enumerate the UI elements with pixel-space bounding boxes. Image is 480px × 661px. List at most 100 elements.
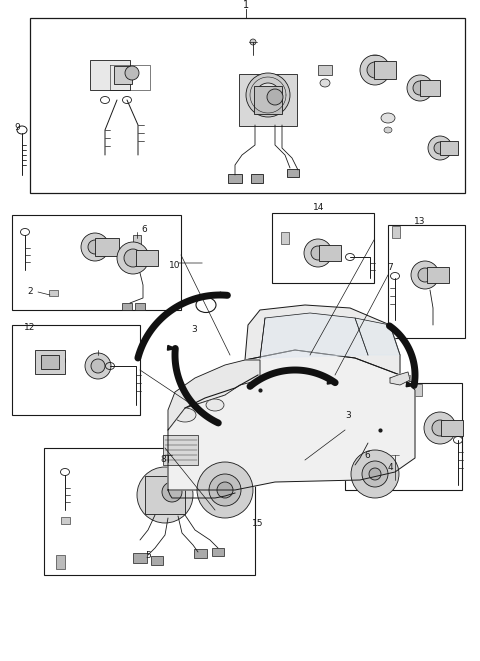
Circle shape (304, 239, 332, 267)
Bar (251, 173, 263, 182)
Text: 14: 14 (313, 204, 324, 212)
Text: 12: 12 (24, 323, 36, 332)
Circle shape (81, 233, 109, 261)
Bar (374, 61, 396, 79)
Text: 7: 7 (387, 264, 393, 272)
Bar (48, 290, 58, 296)
Circle shape (362, 461, 388, 487)
Bar (281, 232, 289, 244)
Circle shape (250, 39, 256, 45)
Bar (12, 215, 181, 310)
Bar (272, 213, 374, 283)
Circle shape (351, 450, 399, 498)
Text: 1: 1 (243, 0, 249, 10)
Polygon shape (260, 313, 368, 358)
Ellipse shape (384, 127, 392, 133)
Bar (347, 464, 357, 472)
Bar (193, 549, 206, 557)
Text: 11: 11 (407, 375, 419, 385)
Bar (56, 555, 64, 569)
Circle shape (137, 467, 193, 523)
Circle shape (162, 482, 182, 502)
Bar (212, 548, 224, 556)
Ellipse shape (174, 408, 196, 422)
Bar (345, 383, 462, 490)
Circle shape (125, 66, 139, 80)
Polygon shape (327, 379, 335, 384)
Bar (287, 169, 299, 177)
Circle shape (165, 453, 171, 459)
Bar (239, 74, 297, 126)
Circle shape (311, 246, 325, 260)
Polygon shape (168, 360, 260, 430)
Circle shape (407, 75, 433, 101)
Circle shape (256, 83, 280, 107)
Polygon shape (406, 382, 414, 387)
Circle shape (392, 452, 398, 458)
Circle shape (246, 73, 290, 117)
Bar (30, 18, 465, 193)
Text: 2: 2 (27, 288, 33, 297)
Text: 6: 6 (141, 225, 147, 235)
Circle shape (85, 353, 111, 379)
Circle shape (117, 242, 149, 274)
Bar (145, 476, 185, 514)
Text: 8: 8 (160, 455, 166, 465)
Bar (60, 516, 70, 524)
Bar (440, 141, 458, 155)
Text: 15: 15 (252, 518, 264, 527)
Text: 6: 6 (364, 451, 370, 459)
Circle shape (361, 418, 389, 446)
Circle shape (360, 55, 390, 85)
Bar (427, 267, 449, 283)
Circle shape (428, 136, 452, 160)
Circle shape (418, 268, 432, 282)
Bar (35, 350, 65, 374)
Polygon shape (355, 318, 400, 355)
Bar (151, 555, 163, 564)
Text: 5: 5 (145, 551, 151, 561)
Polygon shape (390, 372, 410, 385)
Bar (12, 325, 140, 415)
Bar (135, 303, 145, 309)
Circle shape (434, 142, 446, 154)
Circle shape (368, 425, 382, 439)
Circle shape (197, 462, 253, 518)
Ellipse shape (381, 113, 395, 123)
Bar (133, 235, 141, 247)
Text: 3: 3 (345, 410, 351, 420)
Text: 3: 3 (191, 325, 197, 334)
Bar (318, 65, 332, 75)
Bar (319, 245, 341, 261)
Text: 10: 10 (169, 260, 181, 270)
Circle shape (88, 240, 102, 254)
Polygon shape (245, 305, 400, 375)
Bar (228, 173, 242, 182)
Bar (163, 435, 197, 465)
Polygon shape (168, 346, 175, 350)
Bar (41, 355, 59, 369)
Circle shape (267, 89, 283, 105)
Circle shape (369, 468, 381, 480)
Polygon shape (168, 350, 415, 490)
Bar (441, 420, 463, 436)
Ellipse shape (320, 79, 330, 87)
Circle shape (217, 482, 233, 498)
Bar (414, 384, 422, 396)
Circle shape (432, 420, 448, 436)
Circle shape (413, 81, 427, 95)
Bar (90, 60, 130, 90)
Bar (254, 86, 282, 114)
Bar (122, 303, 132, 309)
Bar (392, 226, 400, 238)
Bar (420, 80, 440, 96)
Text: 9: 9 (14, 122, 20, 132)
Circle shape (91, 359, 105, 373)
Text: 4: 4 (387, 463, 393, 473)
Bar (388, 225, 465, 338)
Circle shape (411, 261, 439, 289)
Bar (114, 66, 132, 84)
Circle shape (150, 480, 180, 510)
Ellipse shape (206, 399, 224, 411)
Circle shape (424, 412, 456, 444)
